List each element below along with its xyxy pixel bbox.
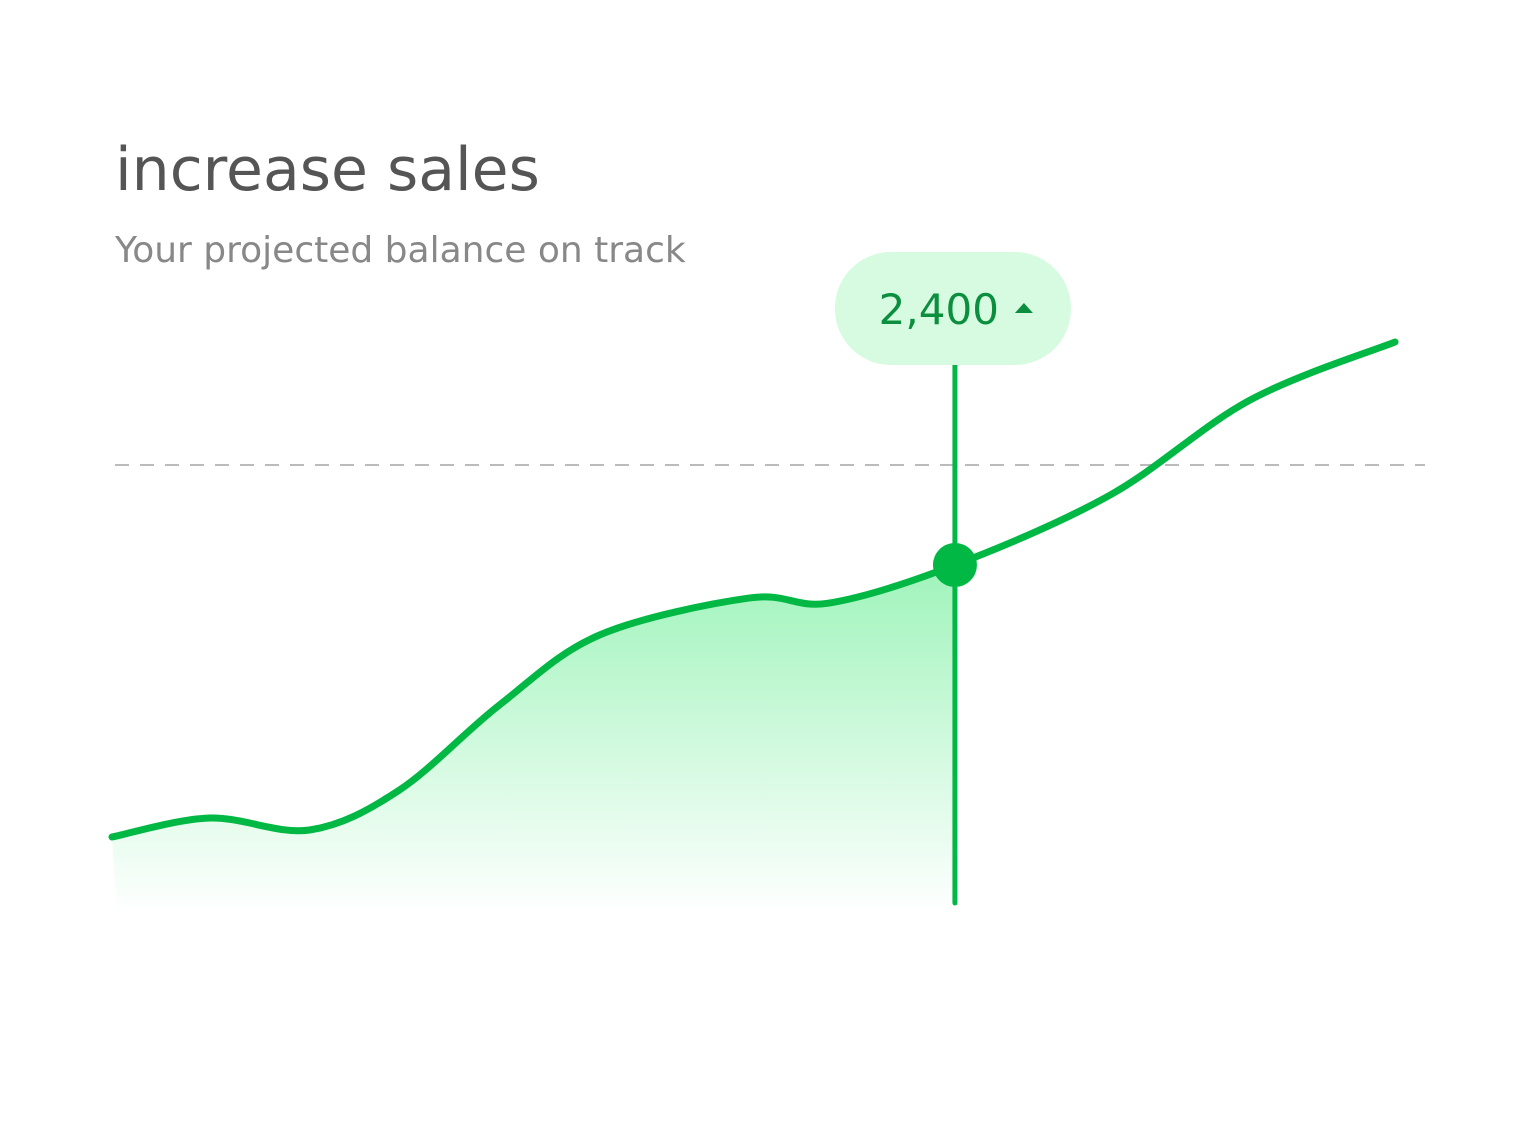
up-arrow	[1014, 303, 1033, 313]
highlight-point	[932, 543, 977, 587]
chart-subtitle: Your projected balance on track	[114, 230, 686, 271]
area	[112, 565, 955, 915]
tooltip	[834, 252, 1071, 365]
value-label: 2,400	[879, 285, 999, 334]
chart-title: increase sales	[115, 135, 540, 205]
line	[108, 338, 1399, 841]
